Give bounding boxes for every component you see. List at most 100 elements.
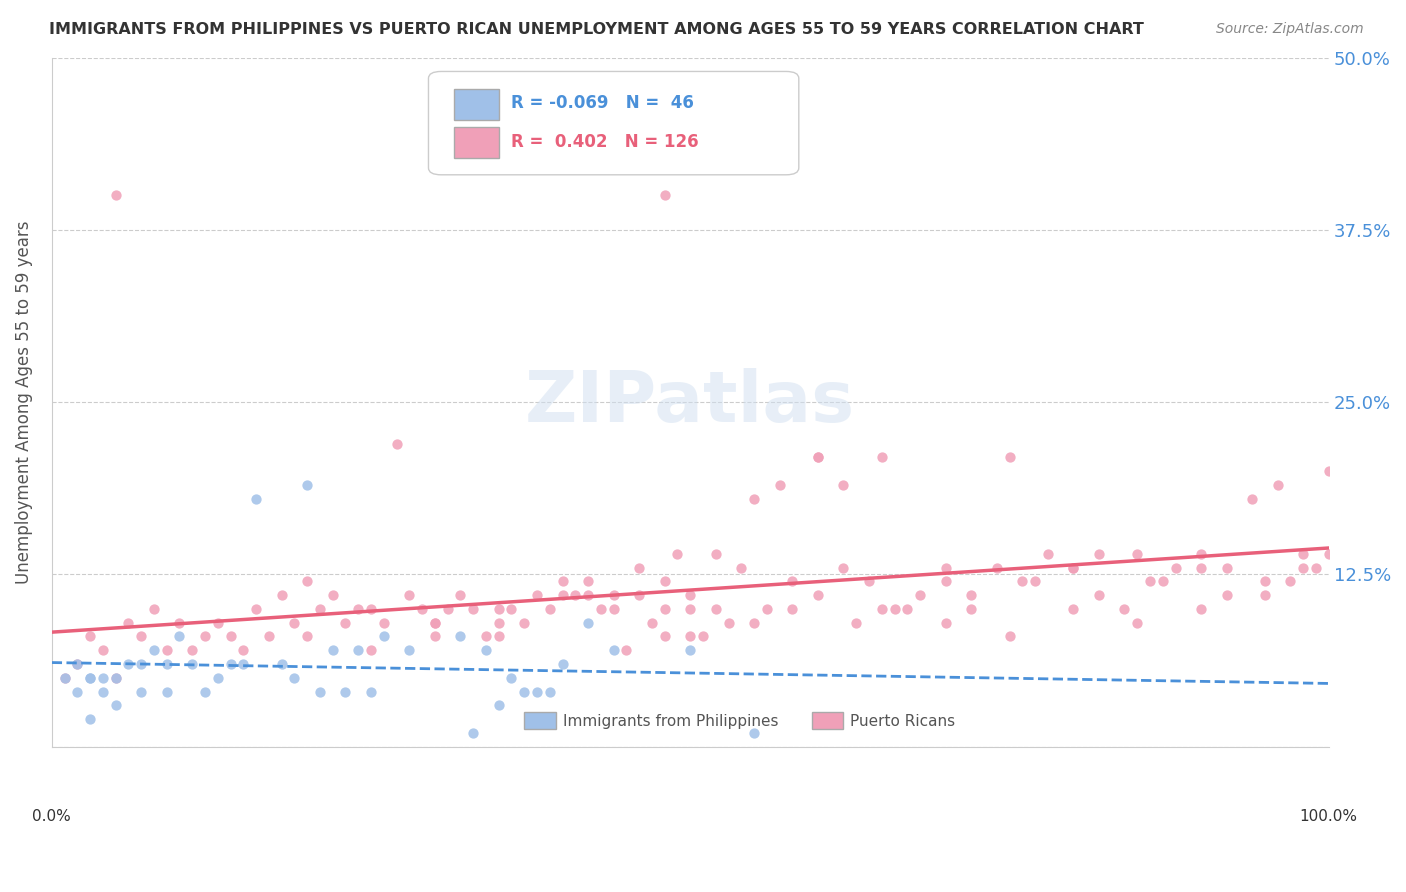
Point: [986, 560, 1008, 574]
Point: [488, 602, 510, 616]
Point: [194, 629, 217, 643]
Point: [628, 560, 651, 574]
Point: [654, 629, 676, 643]
Point: [335, 615, 357, 630]
Point: [896, 602, 918, 616]
Point: [79, 712, 101, 726]
Point: [169, 615, 191, 630]
Bar: [454, 127, 499, 158]
Point: [730, 560, 752, 574]
Point: [449, 629, 471, 643]
Y-axis label: Unemployment Among Ages 55 to 59 years: Unemployment Among Ages 55 to 59 years: [15, 220, 32, 584]
Point: [576, 574, 599, 589]
Point: [373, 615, 395, 630]
Text: R = -0.069   N =  46: R = -0.069 N = 46: [512, 95, 695, 112]
Point: [411, 602, 433, 616]
Point: [526, 588, 548, 602]
Point: [270, 588, 292, 602]
Point: [463, 602, 485, 616]
Point: [832, 560, 855, 574]
Point: [1062, 560, 1084, 574]
Point: [423, 615, 446, 630]
Point: [1305, 560, 1327, 574]
Point: [1317, 547, 1340, 561]
Point: [79, 671, 101, 685]
Point: [181, 657, 204, 671]
Point: [576, 615, 599, 630]
Point: [232, 643, 254, 657]
Bar: [811, 712, 844, 730]
Point: [1024, 574, 1046, 589]
Point: [488, 629, 510, 643]
Text: Puerto Ricans: Puerto Ricans: [849, 714, 955, 729]
Point: [526, 684, 548, 698]
Point: [679, 643, 702, 657]
Point: [309, 602, 332, 616]
Point: [654, 602, 676, 616]
Point: [960, 602, 983, 616]
Point: [742, 615, 765, 630]
Point: [283, 671, 305, 685]
Point: [832, 478, 855, 492]
Point: [117, 657, 139, 671]
Point: [845, 615, 868, 630]
Point: [66, 657, 89, 671]
Point: [156, 684, 179, 698]
Point: [1139, 574, 1161, 589]
Point: [602, 602, 624, 616]
Point: [704, 547, 727, 561]
Point: [385, 436, 408, 450]
Point: [717, 615, 740, 630]
Point: [219, 657, 242, 671]
Point: [1126, 615, 1149, 630]
Point: [1254, 588, 1277, 602]
Point: [475, 629, 498, 643]
Point: [1317, 464, 1340, 478]
Point: [679, 602, 702, 616]
Point: [807, 450, 830, 465]
Point: [538, 602, 561, 616]
Point: [219, 629, 242, 643]
Point: [641, 615, 664, 630]
Point: [960, 588, 983, 602]
Point: [156, 643, 179, 657]
Point: [245, 491, 267, 506]
Point: [245, 602, 267, 616]
Point: [666, 547, 689, 561]
Point: [1215, 560, 1237, 574]
Point: [742, 491, 765, 506]
Point: [129, 684, 152, 698]
Point: [551, 588, 574, 602]
Point: [1215, 588, 1237, 602]
Point: [398, 643, 420, 657]
Point: [129, 629, 152, 643]
Point: [1011, 574, 1033, 589]
Point: [207, 671, 229, 685]
Point: [551, 574, 574, 589]
Text: IMMIGRANTS FROM PHILIPPINES VS PUERTO RICAN UNEMPLOYMENT AMONG AGES 55 TO 59 YEA: IMMIGRANTS FROM PHILIPPINES VS PUERTO RI…: [49, 22, 1144, 37]
Point: [576, 588, 599, 602]
Point: [398, 588, 420, 602]
Text: 0.0%: 0.0%: [32, 809, 72, 823]
Point: [564, 588, 586, 602]
Point: [463, 726, 485, 740]
Point: [347, 602, 370, 616]
Point: [104, 698, 127, 713]
Point: [1241, 491, 1264, 506]
Point: [742, 726, 765, 740]
Point: [935, 560, 957, 574]
Point: [704, 602, 727, 616]
Point: [935, 574, 957, 589]
Point: [679, 588, 702, 602]
Point: [1152, 574, 1174, 589]
Point: [501, 671, 523, 685]
Point: [142, 602, 165, 616]
Point: [104, 671, 127, 685]
Point: [270, 657, 292, 671]
Point: [1267, 478, 1289, 492]
Point: [1062, 602, 1084, 616]
Point: [360, 684, 382, 698]
Point: [91, 643, 114, 657]
Point: [602, 643, 624, 657]
Point: [169, 629, 191, 643]
